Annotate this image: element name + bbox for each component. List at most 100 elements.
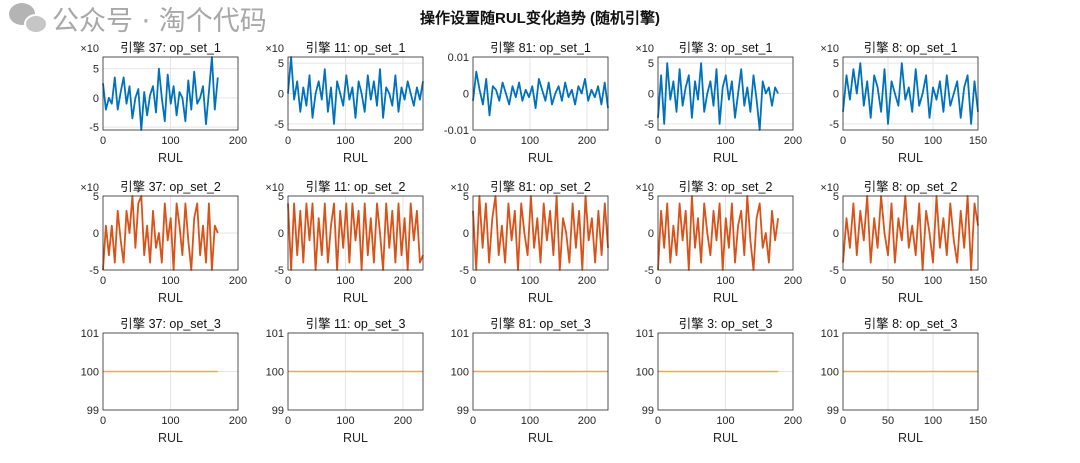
x-tick-label: 150 xyxy=(969,275,987,287)
x-tick-label: 0 xyxy=(470,275,476,287)
axes-box xyxy=(842,332,979,411)
y-tick-label: 0 xyxy=(648,89,654,101)
x-axis-label: RUL xyxy=(343,431,368,445)
exponent-label: ×10 xyxy=(450,182,469,194)
x-tick-label: 100 xyxy=(924,275,942,287)
axes-box xyxy=(842,195,979,271)
y-tick-label: 5 xyxy=(833,58,839,70)
y-tick-label: 0 xyxy=(463,228,469,240)
series-line xyxy=(842,62,979,125)
y-tick-label: 101 xyxy=(636,328,654,340)
x-tick-label: 0 xyxy=(840,415,846,427)
axes-box xyxy=(287,332,424,411)
x-tick-label: 0 xyxy=(655,135,661,147)
y-tick-label: 99 xyxy=(272,405,284,417)
axes-box xyxy=(842,56,979,131)
y-tick-label: 101 xyxy=(451,328,469,340)
x-tick-label: 0 xyxy=(100,275,106,287)
y-tick-label: 5 xyxy=(93,64,99,76)
series-line xyxy=(287,56,424,125)
x-axis-label: RUL xyxy=(343,151,368,165)
subplot-title: 引擎 11: op_set_1 xyxy=(306,40,406,55)
x-tick-label: 200 xyxy=(784,415,802,427)
series-line xyxy=(657,62,779,131)
watermark-text: 公众号 · 淘个代码 xyxy=(52,6,267,37)
subplot-title: 引擎 11: op_set_3 xyxy=(306,316,406,331)
x-axis-label: RUL xyxy=(713,151,738,165)
subplot-title: 引擎 37: op_set_3 xyxy=(120,316,221,331)
y-tick-label: 99 xyxy=(457,405,469,417)
x-tick-label: 0 xyxy=(470,135,476,147)
x-tick-label: 200 xyxy=(394,135,412,147)
axes-box xyxy=(472,332,609,411)
exponent-label: ×10 xyxy=(80,182,99,194)
y-tick-label: 101 xyxy=(81,328,99,340)
x-tick-label: 100 xyxy=(716,415,734,427)
subplot-title: 引擎 8: op_set_2 xyxy=(864,179,958,194)
exponent-label: ×10 xyxy=(635,182,654,194)
y-tick-label: -5 xyxy=(459,265,469,277)
subplot-title: 引擎 3: op_set_1 xyxy=(679,40,773,55)
exponent-label: ×10 xyxy=(820,43,839,55)
x-tick-label: 200 xyxy=(229,275,247,287)
subplot-title: 引擎 81: op_set_3 xyxy=(490,316,591,331)
y-tick-label: 99 xyxy=(87,405,99,417)
x-tick-label: 0 xyxy=(285,275,291,287)
x-tick-label: 100 xyxy=(716,135,734,147)
x-tick-label: 200 xyxy=(578,275,596,287)
y-tick-label: 100 xyxy=(81,367,99,379)
y-tick-label: 100 xyxy=(821,367,839,379)
y-tick-label: 100 xyxy=(266,367,284,379)
x-tick-label: 100 xyxy=(161,275,179,287)
y-tick-label: 0 xyxy=(833,228,839,240)
axes-box xyxy=(102,195,239,271)
subplot-title: 引擎 8: op_set_1 xyxy=(864,40,958,55)
x-tick-label: 100 xyxy=(924,415,942,427)
watermark: 公众号 · 淘个代码 xyxy=(9,3,267,37)
y-tick-label: 0 xyxy=(278,228,284,240)
y-tick-label: 0 xyxy=(463,89,469,101)
wechat-icon xyxy=(9,3,48,34)
subplot-title: 引擎 37: op_set_1 xyxy=(120,40,221,55)
x-axis-label: RUL xyxy=(898,431,923,445)
subplot-14: 0 100 200 99 100 101 引擎 3: op_set_3 RUL xyxy=(636,316,803,445)
y-tick-label: 101 xyxy=(821,328,839,340)
subplot-title: 引擎 81: op_set_2 xyxy=(490,179,591,194)
y-tick-label: 5 xyxy=(648,191,654,203)
subplot-title: 引擎 3: op_set_3 xyxy=(679,316,773,331)
subplot-title: 引擎 3: op_set_2 xyxy=(679,179,773,194)
y-tick-label: -5 xyxy=(644,119,654,131)
exponent-label: ×10 xyxy=(265,182,284,194)
y-tick-label: 0 xyxy=(648,228,654,240)
subplot-title: 引擎 81: op_set_1 xyxy=(490,40,591,55)
axes-box xyxy=(472,56,609,131)
x-tick-label: 200 xyxy=(394,275,412,287)
figure-title: 操作设置随RUL变化趋势 (随机引擎) xyxy=(420,9,660,27)
subplot-13: 0 100 200 99 100 101 引擎 81: op_set_3 RUL xyxy=(451,316,609,445)
subplot-title: 引擎 11: op_set_2 xyxy=(306,179,406,194)
y-tick-label: 99 xyxy=(642,405,654,417)
y-tick-label: -0.01 xyxy=(444,125,469,137)
y-tick-label: 5 xyxy=(278,58,284,70)
series-line xyxy=(657,195,779,271)
x-tick-label: 0 xyxy=(655,415,661,427)
series-line xyxy=(102,56,219,131)
series-line xyxy=(287,202,424,271)
x-tick-label: 100 xyxy=(336,415,354,427)
y-tick-label: 0 xyxy=(93,228,99,240)
subplot-12: 0 100 200 99 100 101 引擎 11: op_set_3 RUL xyxy=(266,316,424,445)
x-tick-label: 0 xyxy=(285,415,291,427)
axes-box xyxy=(287,56,424,131)
x-tick-label: 100 xyxy=(521,275,539,287)
axes-box xyxy=(472,195,609,271)
y-tick-label: 100 xyxy=(636,367,654,379)
exponent-label: ×10 xyxy=(820,182,839,194)
axes-box xyxy=(657,332,794,411)
y-tick-label: -5 xyxy=(89,122,99,134)
